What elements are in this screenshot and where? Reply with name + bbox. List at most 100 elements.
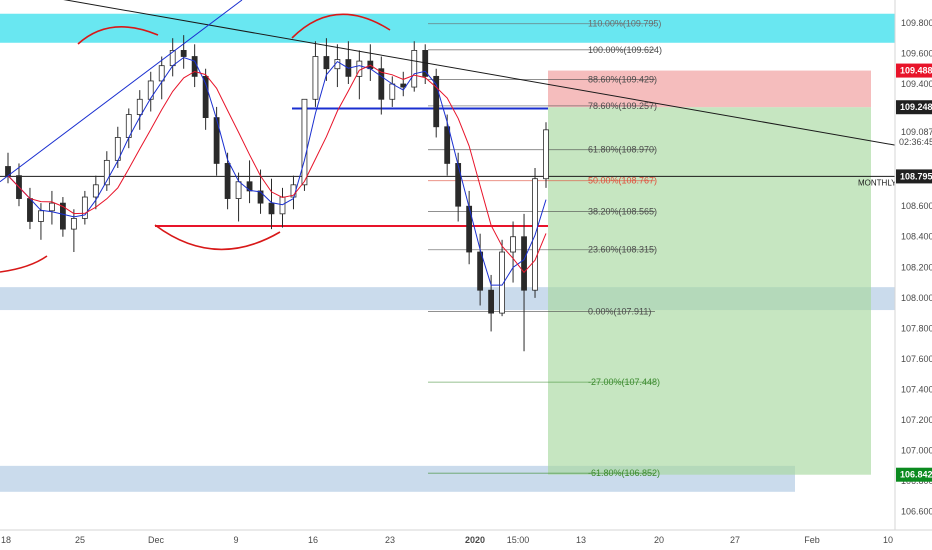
- y-tick-label: 109.800: [901, 18, 932, 28]
- neckline-arc: [154, 224, 281, 251]
- y-tick-label: 109.600: [901, 48, 932, 58]
- candle-body: [246, 181, 253, 192]
- price-badge-label: 106.842: [900, 470, 932, 480]
- candle-body: [92, 184, 99, 198]
- candle-body: [224, 163, 231, 199]
- hline-label-monthly: MONTHLY: [858, 178, 897, 187]
- candle-body: [378, 68, 385, 100]
- ascending-trendline: [0, 0, 243, 183]
- price-badge: [896, 169, 932, 184]
- y-tick-label: 106.600: [901, 507, 932, 517]
- candle-body: [147, 80, 154, 100]
- x-tick-label: 25: [75, 535, 85, 545]
- candle-body: [510, 236, 516, 253]
- candle-body: [543, 129, 549, 180]
- candle-body: [488, 289, 495, 314]
- shoulder-arc-left: [77, 26, 159, 45]
- x-tick-label: 23: [385, 535, 395, 545]
- descending-trendline: [63, 0, 896, 146]
- candle-body: [70, 218, 77, 230]
- x-tick-label: Dec: [148, 535, 165, 545]
- x-tick-label: 9: [233, 535, 238, 545]
- candle-body: [136, 98, 143, 115]
- candle-body: [279, 196, 286, 215]
- candle-body: [257, 190, 264, 204]
- candle-body: [81, 196, 88, 219]
- fib-level-label: 100.00%(109.624): [588, 45, 662, 55]
- fib-level-label: 0.00%(107.911): [588, 306, 651, 316]
- candle-body: [312, 56, 319, 100]
- moving-average-fast: [7, 56, 547, 286]
- x-tick-label: 16: [308, 535, 318, 545]
- x-tick-label: 20: [654, 535, 664, 545]
- y-tick-label: 108.600: [901, 201, 932, 211]
- price-badge: [896, 467, 932, 482]
- lines-layer: MONTHLY: [0, 107, 897, 228]
- fib-level-label: -27.00%(107.448): [588, 377, 660, 387]
- candle-body: [235, 181, 242, 199]
- candle-body: [400, 83, 407, 88]
- y-tick-label: 107.200: [901, 415, 932, 425]
- countdown-label: 02:36:45: [899, 137, 932, 147]
- x-tick-label: 27: [730, 535, 740, 545]
- head-arc: [291, 13, 391, 39]
- candle-body: [455, 163, 462, 207]
- candle-body: [202, 75, 209, 119]
- x-tick-label: 18: [1, 535, 11, 545]
- take-profit-zone: [548, 107, 871, 475]
- drawings-layer: [0, 0, 896, 273]
- fib-level-label: 78.60%(109.257): [588, 101, 657, 111]
- candle-body: [27, 198, 33, 222]
- y-tick-label: 108.400: [901, 232, 932, 242]
- candle-body: [323, 56, 330, 70]
- candle-body: [389, 83, 396, 100]
- x-tick-label: 13: [576, 535, 586, 545]
- y-tick-label: 107.000: [901, 446, 932, 456]
- price-badge-label: 109.488: [900, 66, 932, 76]
- candle-body: [103, 159, 110, 186]
- candle-body: [521, 236, 527, 291]
- price-badge: [896, 63, 932, 78]
- y-tick-label: 107.400: [901, 384, 932, 394]
- candle-body: [477, 251, 484, 291]
- y-tick-label: 109.087: [901, 127, 932, 137]
- candle-body: [433, 75, 440, 128]
- fib-level-label: 61.80%(108.970): [588, 145, 657, 155]
- moving-average-slow: [7, 64, 547, 274]
- x-tick-label: 10: [883, 535, 893, 545]
- price-badge-label: 109.248: [900, 102, 932, 112]
- x-tick-label: 2020: [465, 535, 485, 545]
- y-tick-label: 108.000: [901, 293, 932, 303]
- candle-body: [180, 50, 187, 57]
- candle-body: [158, 65, 165, 82]
- y-axis-panel: [895, 0, 932, 550]
- price-badge: [896, 100, 932, 115]
- lower-arc-left: [0, 255, 48, 273]
- candle-body: [301, 98, 308, 186]
- stop-loss-zone: [548, 70, 871, 108]
- y-tick-label: 107.600: [901, 354, 932, 364]
- candle-body: [268, 202, 275, 215]
- fib-level-label: 88.60%(109.429): [588, 75, 657, 85]
- candle-body: [444, 126, 451, 164]
- x-tick-label: 15:00: [507, 535, 530, 545]
- price-badge-label: 108.795: [900, 171, 932, 181]
- candle-body: [411, 50, 418, 88]
- zone-resistance: [0, 13, 895, 43]
- fib-layer: 110.00%(109.795) 100.00%(109.624) 88.60%(1…: [428, 19, 662, 478]
- candle-body: [59, 202, 66, 230]
- fib-level-label: -61.80%(106.852): [588, 468, 660, 478]
- candle-body: [191, 56, 198, 77]
- fib-level-label: 23.60%(108.315): [588, 245, 657, 255]
- candle-body: [38, 210, 44, 222]
- zones-layer: [0, 13, 895, 492]
- fib-level-label: 50.00%(108.767): [588, 176, 657, 186]
- x-tick-label: Feb: [804, 535, 820, 545]
- candle-body: [49, 202, 55, 212]
- y-tick-label: 107.800: [901, 323, 932, 333]
- y-tick-label: 109.400: [901, 79, 932, 89]
- fib-level-label: 38.20%(108.565): [588, 207, 657, 217]
- x-axis-panel: [0, 530, 932, 550]
